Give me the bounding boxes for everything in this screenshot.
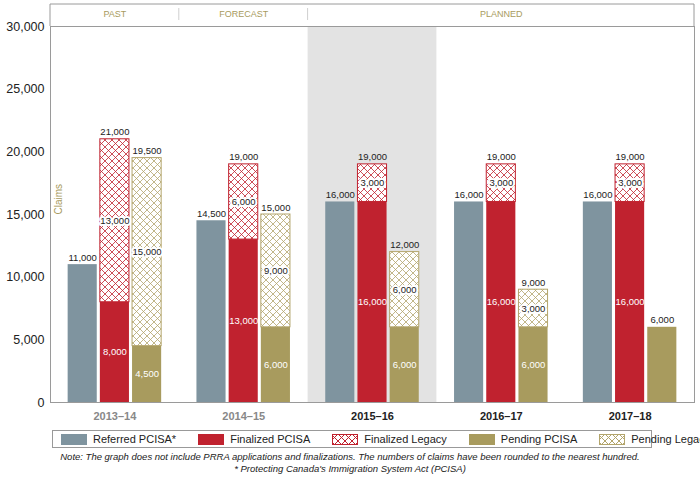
svg-text:15,000: 15,000 xyxy=(133,246,162,257)
svg-text:14,500: 14,500 xyxy=(197,208,226,219)
svg-text:6,000: 6,000 xyxy=(393,359,417,370)
svg-text:2014–15: 2014–15 xyxy=(222,410,265,422)
svg-text:FORECAST: FORECAST xyxy=(219,9,269,19)
svg-text:16,000: 16,000 xyxy=(487,296,516,307)
svg-text:6,000: 6,000 xyxy=(393,284,417,295)
svg-text:2013–14: 2013–14 xyxy=(93,410,137,422)
svg-text:19,500: 19,500 xyxy=(133,145,162,156)
svg-text:3,000: 3,000 xyxy=(522,303,546,314)
svg-text:16,000: 16,000 xyxy=(455,189,484,200)
svg-text:19,000: 19,000 xyxy=(487,151,516,162)
svg-text:3,000: 3,000 xyxy=(361,177,385,188)
svg-text:5,000: 5,000 xyxy=(13,333,44,347)
svg-text:19,000: 19,000 xyxy=(229,151,258,162)
svg-text:9,000: 9,000 xyxy=(522,277,546,288)
svg-text:2015–16: 2015–16 xyxy=(351,410,394,422)
svg-text:13,000: 13,000 xyxy=(229,315,258,326)
svg-text:16,000: 16,000 xyxy=(326,189,355,200)
svg-text:6,000: 6,000 xyxy=(232,196,256,207)
svg-text:6,000: 6,000 xyxy=(522,359,546,370)
html-text:Finalized PCISA: Finalized PCISA xyxy=(230,433,311,445)
svg-text:9,000: 9,000 xyxy=(264,265,288,276)
svg-text:PLANNED: PLANNED xyxy=(480,9,523,19)
svg-text:6,000: 6,000 xyxy=(650,314,674,325)
html-text:Finalized Legacy: Finalized Legacy xyxy=(364,433,447,445)
html-text:Referred PCISA*: Referred PCISA* xyxy=(93,433,177,445)
svg-text:11,000: 11,000 xyxy=(69,252,97,263)
svg-text:2017–18: 2017–18 xyxy=(609,410,652,422)
svg-text:30,000: 30,000 xyxy=(6,20,44,34)
html-text:* Protecting Canada's Immigrat: * Protecting Canada's Immigration System… xyxy=(234,463,466,474)
svg-text:2016–17: 2016–17 xyxy=(480,410,523,422)
svg-text:6,000: 6,000 xyxy=(264,359,288,370)
svg-text:19,000: 19,000 xyxy=(358,151,387,162)
svg-text:12,000: 12,000 xyxy=(390,239,419,250)
svg-text:10,000: 10,000 xyxy=(6,270,44,284)
html-text:Note: The graph does not inclu: Note: The graph does not include PRRA ap… xyxy=(60,451,640,462)
svg-text:PAST: PAST xyxy=(103,9,126,19)
svg-text:3,000: 3,000 xyxy=(489,177,513,188)
svg-text:15,000: 15,000 xyxy=(261,202,290,213)
svg-text:0: 0 xyxy=(38,396,45,410)
svg-text:4,500: 4,500 xyxy=(135,368,159,379)
svg-text:13,000: 13,000 xyxy=(100,215,129,226)
svg-text:16,000: 16,000 xyxy=(358,296,387,307)
svg-text:8,000: 8,000 xyxy=(103,346,127,357)
svg-text:21,000: 21,000 xyxy=(100,126,129,137)
svg-text:25,000: 25,000 xyxy=(6,82,44,96)
svg-text:16,000: 16,000 xyxy=(616,296,645,307)
svg-text:16,000: 16,000 xyxy=(583,189,612,200)
svg-text:3,000: 3,000 xyxy=(618,177,642,188)
svg-text:20,000: 20,000 xyxy=(6,145,44,159)
svg-text:Claims: Claims xyxy=(53,184,64,215)
html-text:Pending PCISA: Pending PCISA xyxy=(500,433,578,445)
svg-text:15,000: 15,000 xyxy=(6,208,44,222)
svg-text:19,000: 19,000 xyxy=(616,151,645,162)
